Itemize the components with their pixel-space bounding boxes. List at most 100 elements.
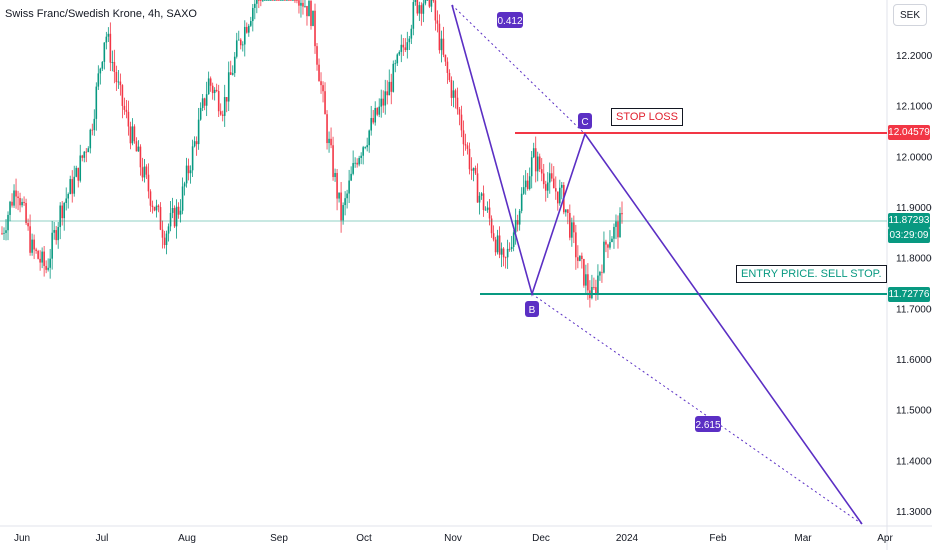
candle-down (113, 62, 116, 73)
candle-up (522, 187, 525, 194)
ratio-upper-text: 0.412 (497, 16, 522, 27)
candle-up (205, 94, 208, 106)
y-tick-label: 11.70000 (896, 304, 932, 315)
candle-up (408, 38, 411, 43)
candle-down (605, 241, 607, 245)
candle-up (191, 146, 194, 171)
candle-down (121, 85, 124, 106)
candle-down (567, 209, 569, 213)
candle-down (583, 259, 585, 286)
candle-down (420, 5, 423, 14)
candle-up (486, 207, 489, 210)
last-price-tag: 11.87293 (888, 213, 930, 228)
x-tick-label: Mar (794, 533, 812, 544)
candle-up (546, 182, 549, 191)
candle-down (39, 258, 41, 263)
candle-down (446, 61, 449, 73)
candle-up (597, 275, 599, 294)
candle-up (394, 63, 397, 65)
candle-down (115, 72, 118, 83)
candle-down (37, 250, 39, 259)
candle-down (288, 0, 290, 1)
candle-up (384, 91, 387, 106)
candle-down (468, 148, 471, 170)
candle-up (75, 167, 78, 177)
candle-down (290, 0, 292, 1)
candle-up (422, 3, 425, 14)
candle-up (7, 214, 9, 231)
candle-down (161, 229, 164, 238)
candle-down (336, 172, 338, 199)
x-tick-label: Apr (877, 533, 893, 544)
point-b-badge (525, 301, 539, 317)
candle-down (27, 223, 29, 227)
candle-down (516, 220, 519, 225)
candle-up (197, 119, 200, 145)
candle-up (131, 126, 134, 144)
candle-up (506, 248, 509, 258)
point-c-text: C (581, 117, 588, 128)
candle-down (159, 207, 162, 230)
candle-up (213, 89, 216, 94)
candle-up (561, 184, 563, 188)
candle-up (250, 21, 252, 26)
candle-up (380, 98, 383, 107)
candle-down (173, 208, 176, 227)
y-tick-label: 11.80000 (896, 254, 932, 265)
candle-up (558, 187, 561, 204)
currency-button[interactable]: SEK (893, 4, 927, 26)
candle-up (87, 148, 90, 153)
abcd-pattern-line[interactable] (451, 4, 863, 525)
candle-up (585, 274, 587, 286)
candle-down (601, 271, 603, 273)
candle-down (33, 239, 35, 250)
candle-down (278, 0, 280, 1)
candle-down (460, 114, 463, 131)
candle-down (45, 265, 47, 270)
candle-up (406, 42, 409, 51)
candle-down (258, 0, 260, 1)
candle-down (458, 109, 461, 115)
candle-up (175, 206, 178, 227)
candle-up (518, 210, 521, 225)
candle-down (326, 114, 328, 144)
candle-down (416, 0, 419, 14)
candle-up (93, 118, 96, 131)
candle-up (47, 267, 49, 270)
candle-down (454, 90, 457, 98)
time-axis[interactable]: Jun Jul Aug Sep Oct Nov Dec 2024 Feb Mar Apr (14, 533, 894, 544)
candle-down (498, 235, 501, 255)
candle-down (310, 0, 312, 26)
candle-down (229, 72, 232, 75)
candle-up (67, 194, 70, 199)
candle-up (615, 221, 617, 227)
y-tick-label: 11.60000 (896, 355, 932, 366)
candle-up (247, 25, 250, 33)
candle-up (312, 10, 314, 26)
candle-down (556, 191, 559, 204)
price-axis[interactable]: 12.20000 12.10000 12.00000 11.90000 11.80000… (896, 51, 932, 518)
candle-down (125, 109, 128, 112)
candle-down (382, 98, 385, 106)
candle-up (227, 72, 230, 102)
candle-up (512, 232, 515, 248)
candle-up (528, 176, 531, 189)
candle-up (256, 0, 258, 4)
x-tick-label: Feb (709, 533, 727, 544)
candle-up (63, 202, 66, 219)
candle-up (171, 208, 174, 213)
candle-up (388, 81, 391, 96)
candle-down (470, 169, 473, 171)
candle-up (69, 179, 72, 195)
point-c-badge (578, 113, 592, 129)
y-tick-label: 12.20000 (896, 51, 932, 62)
candle-down (436, 20, 439, 24)
candle-down (324, 91, 326, 115)
candle-down (587, 274, 589, 291)
candle-up (79, 155, 82, 181)
x-tick-label: 2024 (616, 533, 639, 544)
candle-up (21, 201, 23, 206)
candle-up (350, 173, 352, 181)
candle-up (155, 205, 158, 211)
